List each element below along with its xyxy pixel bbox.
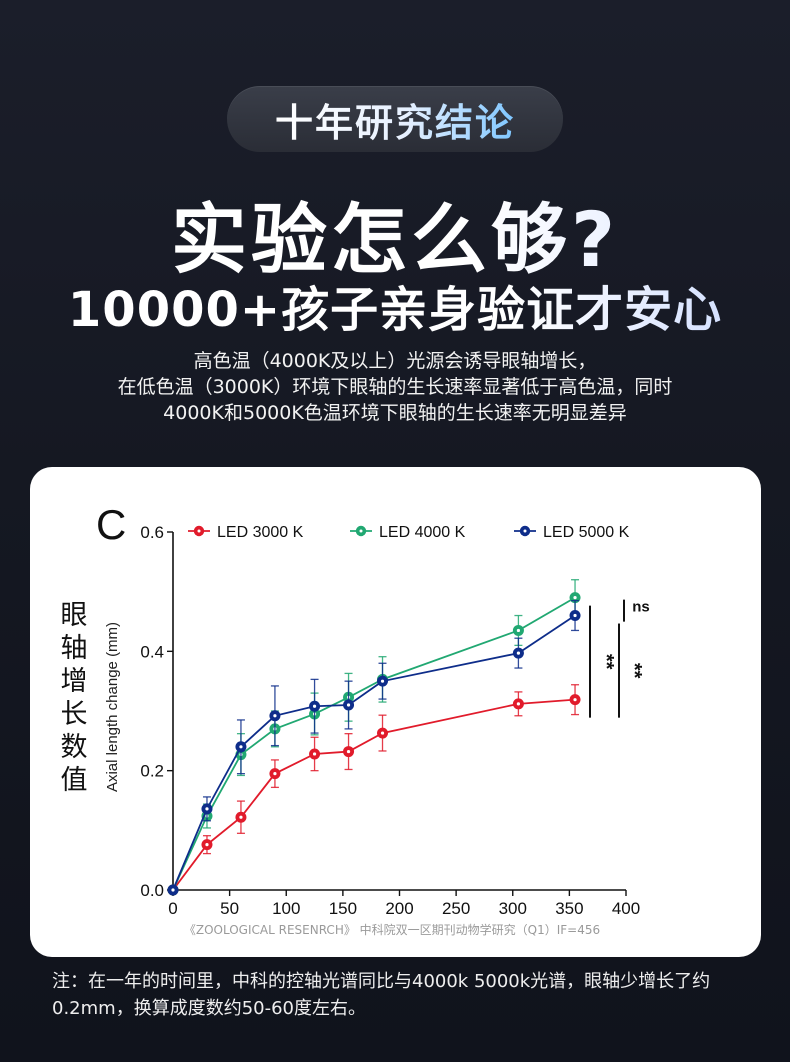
x-tick-label: 200 [385,899,413,918]
headline-subtitle: 10000+孩子亲身验证才安心 [0,270,790,340]
data-point-center [573,698,577,702]
significance-label: ** [623,663,645,679]
x-tick-label: 350 [555,899,583,918]
data-point-center [273,714,277,718]
legend-label: LED 5000 K [543,524,630,541]
series-line [172,596,576,891]
data-point-center [171,888,175,892]
section-badge-text: 十年研究结论 [275,92,515,147]
x-tick-label: 300 [499,899,527,918]
x-tick-label: 400 [612,899,640,918]
panel-label: C [96,501,126,548]
y-tick-label: 0.2 [140,762,164,781]
legend-marker-center [197,529,201,533]
y-axis-label-cn-char: 轴 [61,633,88,664]
data-point-center [573,596,577,600]
legend-item: LED 3000 K [188,524,304,541]
legend-item: LED 5000 K [514,524,630,541]
x-tick-label: 50 [220,899,239,918]
data-point-center [346,703,351,707]
y-axis-label-cn-char: 增 [61,666,88,697]
data-point-center [516,651,521,655]
data-point-center [205,843,209,847]
data-point-center [380,731,385,735]
description-line: 4000K和5000K色温环境下眼轴的生长速率无明显差异 [163,402,627,424]
data-point-center [239,815,243,819]
description-line: 在低色温（3000K）环境下眼轴的生长速率显著低于高色温，同时 [117,376,673,398]
footnote: 注：在一年的时间里，中科的控轴光谱同比与4000k 5000k光谱，眼轴少增长了… [52,971,711,1019]
series-led-3000-k [167,684,581,896]
y-tick-label: 0.6 [140,523,164,542]
x-tick-label: 100 [272,899,300,918]
x-tick-label: 0 [168,899,177,918]
y-axis-label-cn-char: 值 [61,765,88,796]
y-tick-label: 0.4 [140,642,164,661]
y-axis-label-cn-char: 数 [61,732,88,763]
data-point-center [239,745,243,749]
data-point-center [312,704,317,708]
significance-label: ns [632,599,650,616]
chart-card: 眼轴增长数值 0.0 0.2 0.4 0.6 0 50 100 150 200 250 300 350 4… [30,467,761,957]
description-line: 高色温（4000K及以上）光源会诱导眼轴增长， [193,350,597,372]
description: 高色温（4000K及以上）光源会诱导眼轴增长， 在低色温（3000K）环境下眼轴… [0,348,790,426]
legend-label: LED 3000 K [217,524,304,541]
data-point-center [273,772,277,776]
legend-item: LED 4000 K [350,524,466,541]
significance-bracket: ** [618,623,645,718]
significance-label: ** [595,654,617,670]
x-tick-label: 150 [329,899,357,918]
y-axis-label-cn-char: 长 [61,699,88,730]
data-point-center [516,702,521,706]
y-axis-label-cn-char: 眼 [61,600,88,631]
x-tick-label: 250 [442,899,470,918]
section-badge: 十年研究结论 [227,86,563,152]
series-led-5000-k [167,599,581,896]
series-line [172,698,576,891]
data-point-center [205,807,209,811]
data-point-center [573,613,577,618]
data-point-center [516,628,521,633]
data-point-center [346,749,351,754]
y-tick-label: 0.0 [140,881,164,900]
significance-bracket: ns [623,599,650,622]
significance-bracket: ** [589,605,617,718]
legend-label: LED 4000 K [379,524,466,541]
legend-marker-center [523,529,527,533]
source-caption: 《ZOOLOGICAL RESENRCH》 中科院双一区期刊动物学研究（Q1）I… [184,922,600,937]
headline-title: 实验怎么够? [0,178,790,288]
data-point-center [380,679,385,683]
legend-marker-center [359,529,363,533]
data-point-center [312,752,317,756]
y-axis-label: Axial length change (mm) [104,622,121,792]
